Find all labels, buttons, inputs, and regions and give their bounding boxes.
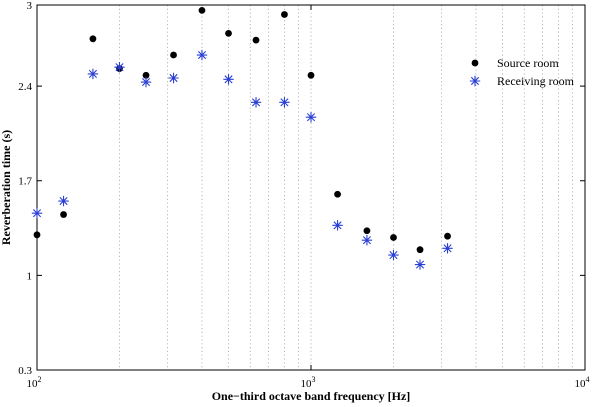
receiving-room-point xyxy=(414,259,426,270)
source-room-point xyxy=(416,246,424,254)
receiving-room-point xyxy=(305,112,317,123)
receiving-room-point xyxy=(87,68,99,80)
source-room-point xyxy=(198,7,206,14)
source-room-point xyxy=(334,190,341,198)
y-tick-label: 1 xyxy=(27,270,33,282)
source-room-point xyxy=(252,36,260,44)
y-tick-label: 1.7 xyxy=(18,176,32,188)
receiving-room-point xyxy=(442,243,453,254)
y-tick-label: 0.3 xyxy=(18,365,32,377)
receiving-room-point xyxy=(388,249,399,261)
source-room-point xyxy=(281,11,288,18)
y-axis-label: Reverberation time (s) xyxy=(0,130,13,245)
x-tick-label: 102 xyxy=(27,375,42,390)
receiving-room-point xyxy=(31,207,43,219)
receiving-room-point xyxy=(196,49,208,61)
source-room-point xyxy=(142,71,150,79)
legend-label: Source room xyxy=(497,56,559,70)
source-room-point xyxy=(390,234,397,241)
receiving-room-point xyxy=(332,220,343,231)
legend: Source room Receiving room xyxy=(469,56,575,88)
marks-layer xyxy=(31,7,453,270)
legend-label: Receiving room xyxy=(497,74,575,88)
y-tick-label: 2.4 xyxy=(18,81,32,93)
source-room-point xyxy=(89,35,97,43)
x-tick-label: 103 xyxy=(301,375,316,390)
series-receiving-room xyxy=(31,49,453,270)
receiving-room-point xyxy=(168,72,179,84)
receiving-room-point xyxy=(58,195,69,207)
receiving-room-point xyxy=(223,74,234,85)
tick-layer: 102 103 104 0.3 1 1.7 2.4 3 xyxy=(18,0,589,390)
source-room-point xyxy=(60,211,67,218)
y-tick-label: 3 xyxy=(27,0,33,12)
x-axis-label: One−third octave band frequency [Hz] xyxy=(212,389,411,403)
source-room-point xyxy=(363,227,371,235)
source-room-point xyxy=(307,71,315,79)
source-room-point xyxy=(170,51,177,59)
series-source-room xyxy=(33,7,451,254)
legend-item: Source room xyxy=(471,56,559,70)
x-tick-label: 104 xyxy=(575,375,590,390)
source-room-point xyxy=(33,231,41,239)
legend-marker xyxy=(471,59,479,67)
receiving-room-point xyxy=(250,97,262,108)
legend-marker xyxy=(469,75,481,87)
legend-item: Receiving room xyxy=(469,74,575,88)
receiving-room-point xyxy=(140,76,152,88)
source-room-point xyxy=(444,232,451,240)
receiving-room-point xyxy=(279,97,290,108)
receiving-room-point xyxy=(361,235,373,246)
receiving-room-point xyxy=(114,61,125,73)
source-room-point xyxy=(225,29,232,37)
